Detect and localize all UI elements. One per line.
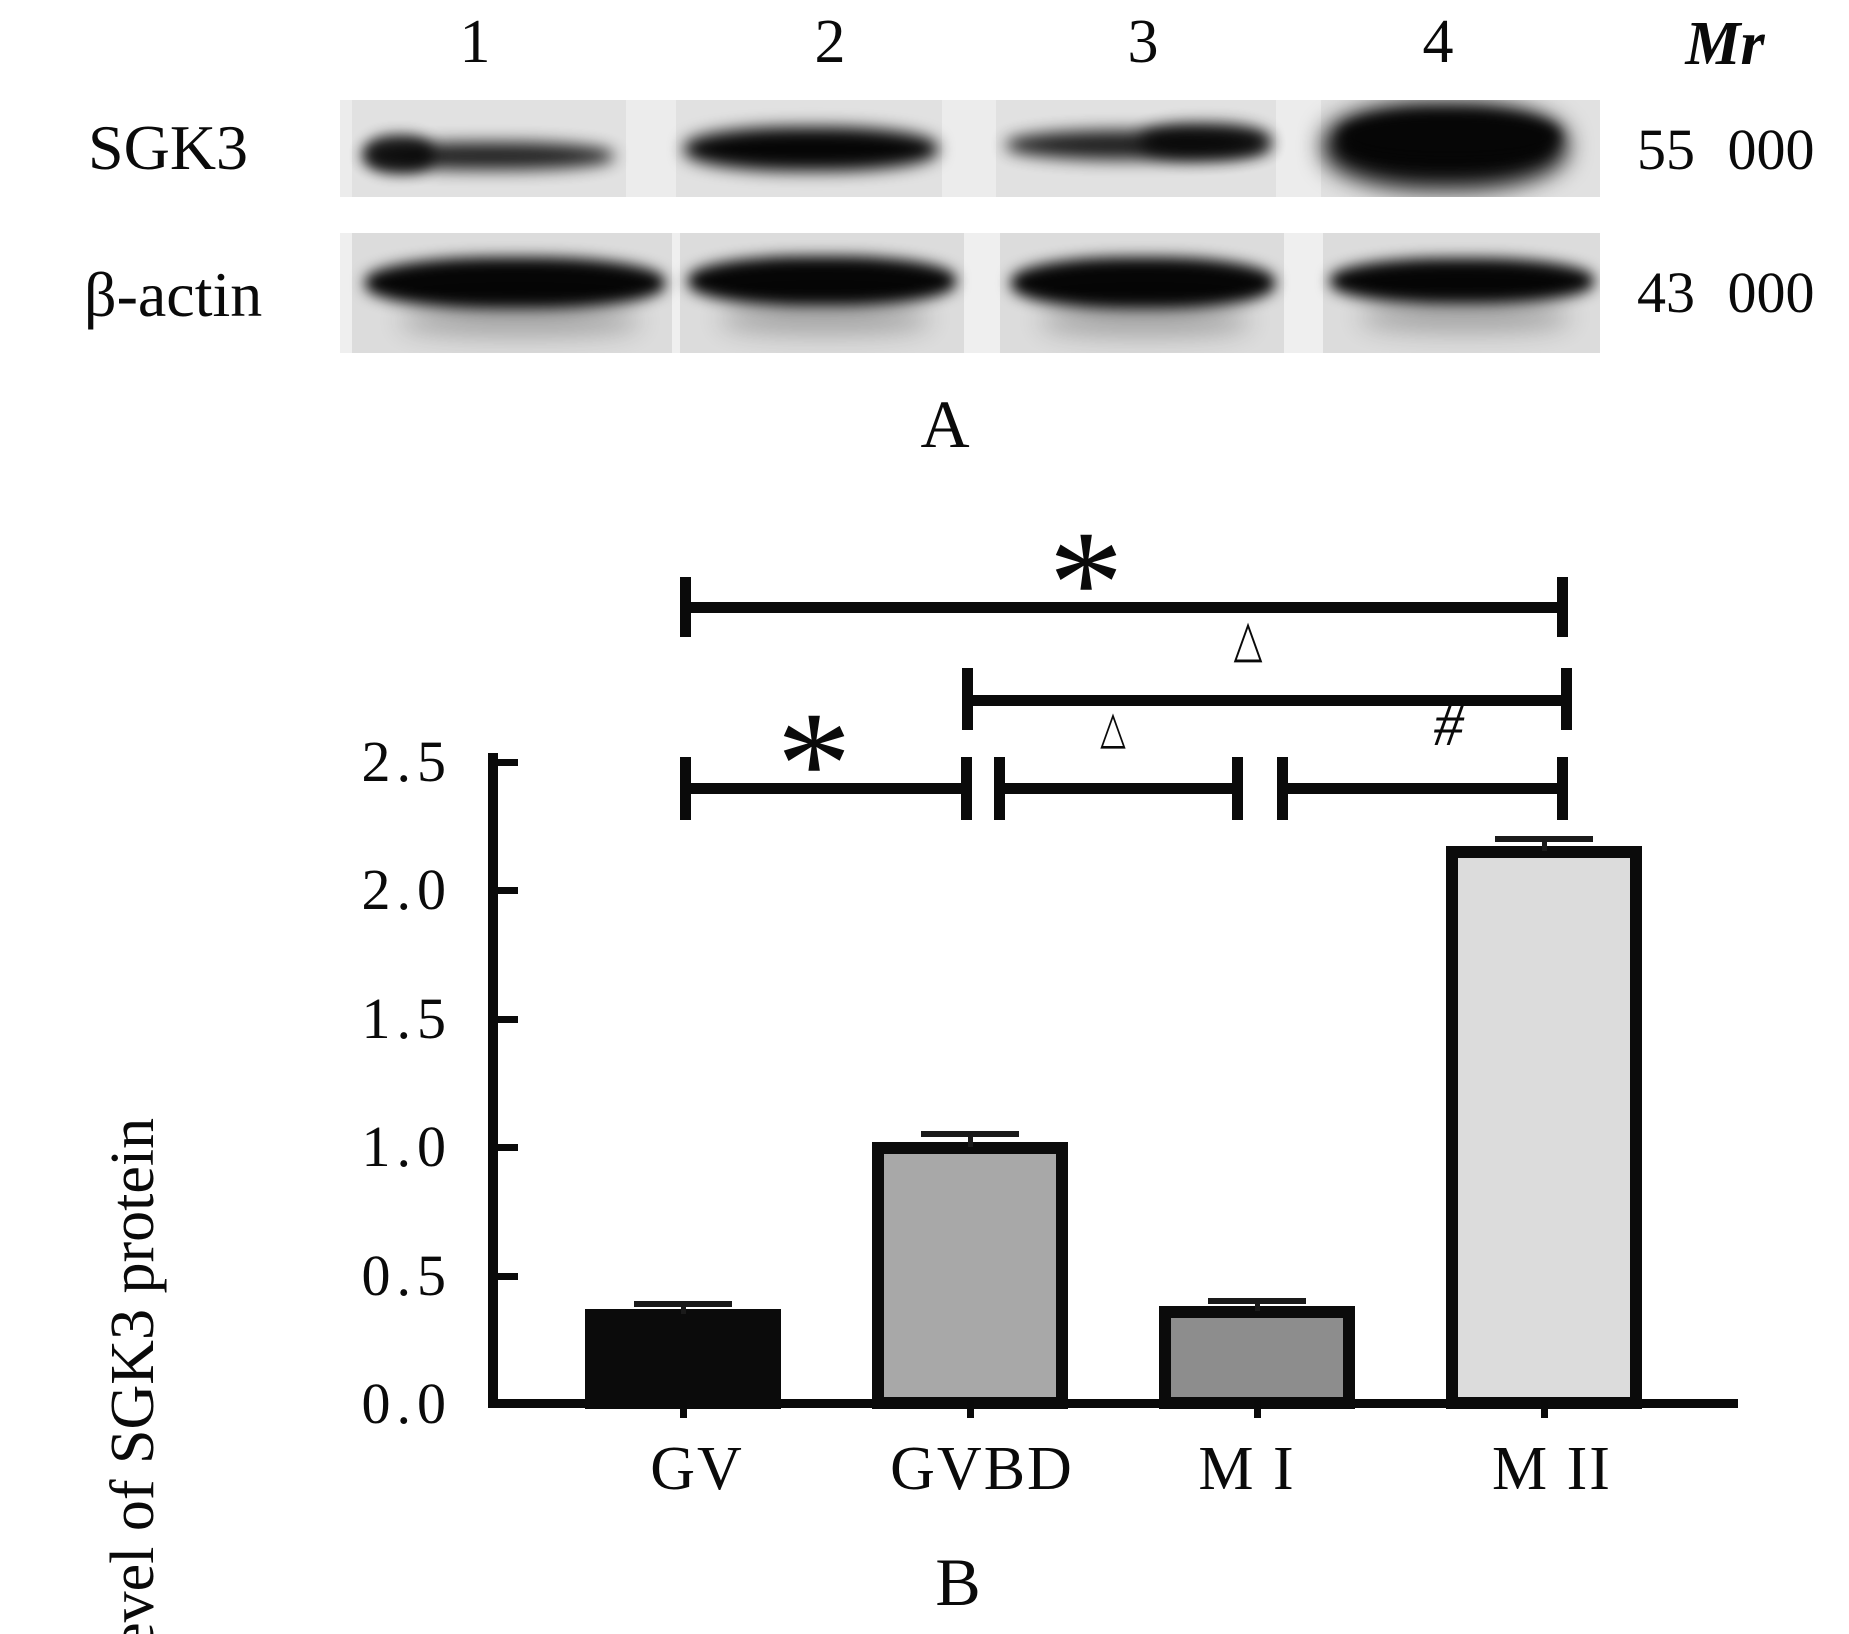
bar-GV: [585, 1308, 781, 1409]
sig-line-4: [1282, 783, 1563, 794]
x-label-M II: M II: [1492, 1435, 1612, 1503]
blot-band: [684, 127, 938, 171]
blot-band: [364, 135, 434, 173]
blot-band: [720, 306, 930, 332]
blot-band: [1140, 124, 1270, 158]
error-bar-stem: [1542, 838, 1547, 852]
blot-strip-beta-actin: [340, 233, 1600, 353]
bar-M II: [1446, 846, 1642, 1409]
y-axis-title: Expression level of SGK3 protein: [99, 1117, 167, 1634]
sig-cap: [1557, 577, 1568, 637]
y-tick-mark: [492, 887, 518, 894]
y-tick-mark: [492, 758, 518, 766]
sig-cap: [680, 757, 691, 820]
y-tick-label: 0.0: [361, 1371, 452, 1436]
panel-b: Expression level of SGK3 protein 0.0 0.5 1…: [0, 460, 1849, 1634]
lane-label-2: 2: [814, 8, 846, 76]
sig-cap: [962, 668, 973, 730]
blot-band: [400, 308, 640, 334]
sig-cap: [994, 757, 1005, 820]
y-tick-mark: [492, 1272, 518, 1280]
sig-line-0: [685, 602, 1563, 613]
error-bar-stem: [968, 1134, 973, 1147]
sig-line-3: [999, 783, 1238, 794]
sig-cap: [1232, 757, 1243, 820]
x-axis-line: [488, 1399, 1738, 1408]
sig-label-3: △: [1099, 700, 1126, 754]
mw-label-43000: 43 000: [1637, 260, 1815, 325]
x-label-GVBD: GVBD: [890, 1435, 1074, 1503]
blot-band: [688, 256, 956, 306]
sig-cap: [1561, 668, 1572, 730]
x-label-M I: M I: [1198, 1435, 1296, 1503]
panel-b-letter: B: [935, 1544, 981, 1620]
sig-label-1: △: [1233, 609, 1263, 669]
y-tick-mark: [492, 1144, 518, 1151]
x-tick-mark: [967, 1400, 974, 1418]
y-axis-line: [488, 753, 498, 1404]
bar-M I: [1159, 1306, 1355, 1409]
x-label-GV: GV: [650, 1435, 744, 1503]
blot-band: [1330, 258, 1594, 304]
blot-band: [1340, 112, 1560, 160]
sig-label-2: *: [776, 681, 852, 847]
x-tick-mark: [1541, 1400, 1548, 1418]
bar-GVBD: [872, 1141, 1068, 1409]
sig-label-4: #: [1433, 692, 1464, 758]
sig-cap: [961, 757, 972, 820]
beta-actin-row-label: β-actin: [84, 259, 263, 330]
lane-label-4: 4: [1422, 8, 1454, 76]
blot-band: [1040, 308, 1250, 334]
x-tick-mark: [680, 1400, 687, 1418]
blot-band: [1011, 257, 1275, 309]
y-tick-label: 1.0: [361, 1114, 452, 1179]
sig-cap: [680, 577, 691, 637]
sig-cap: [1277, 757, 1288, 820]
blot-band: [365, 257, 665, 309]
mr-label: Mr: [1685, 10, 1765, 78]
x-tick-mark: [1254, 1400, 1261, 1418]
error-bar-stem: [681, 1303, 686, 1314]
panel-a: 1 2 3 4 Mr SGK3 β-actin 55 000 43 000 A: [0, 0, 1849, 460]
sgk3-row-label: SGK3: [88, 112, 249, 183]
y-tick-label: 0.5: [361, 1242, 452, 1308]
y-tick-mark: [492, 1015, 518, 1023]
lane-label-1: 1: [459, 8, 491, 76]
y-tick-label: 2.5: [361, 728, 452, 794]
sig-label-0: *: [1048, 500, 1124, 666]
blot-band: [1360, 304, 1570, 330]
sig-cap: [1557, 757, 1568, 820]
y-tick-label: 2.0: [361, 857, 452, 922]
mw-label-55000: 55 000: [1637, 117, 1815, 182]
sig-line-2: [685, 783, 967, 794]
panel-a-letter: A: [920, 386, 970, 462]
error-bar-stem: [1255, 1301, 1260, 1312]
blot-strip-sgk3: [340, 100, 1600, 197]
sig-line-1: [967, 695, 1567, 706]
lane-label-3: 3: [1127, 8, 1159, 76]
y-tick-label: 1.5: [361, 985, 452, 1051]
